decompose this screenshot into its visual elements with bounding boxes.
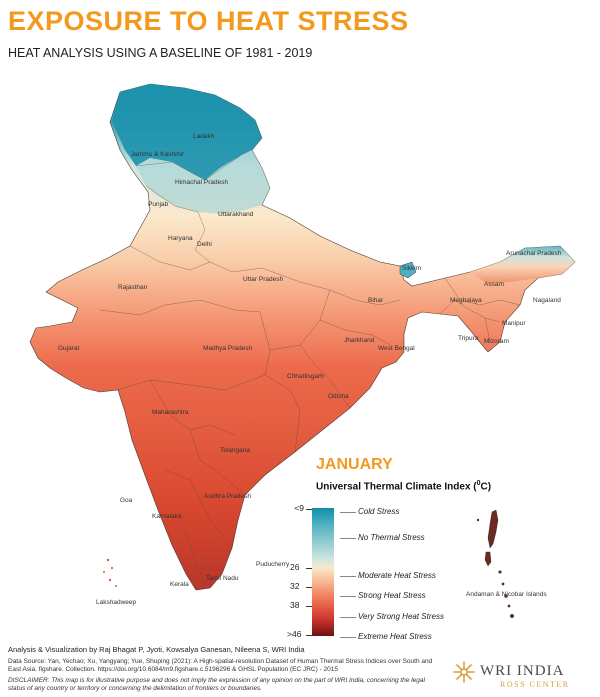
ross-center-wordmark: ROSS CENTER <box>500 680 570 689</box>
legend-tick-cold: <9 <box>294 503 304 513</box>
label-lakshadweep: Lakshadweep <box>96 599 136 606</box>
label-mizoram: Mizoram <box>484 338 509 345</box>
label-tripura: Tripura <box>458 335 479 342</box>
legend-tick-mark <box>306 606 312 607</box>
legend-category-line <box>340 576 356 577</box>
disclaimer: DISCLAIMER: This map is for illustrative… <box>8 677 425 692</box>
label-ladakh: Ladakh <box>193 133 215 140</box>
label-sikkim: Sikkim <box>402 265 421 272</box>
wri-india-wordmark: WRI INDIA <box>480 663 565 679</box>
map-subtitle: HEAT ANALYSIS USING A BASELINE OF 1981 -… <box>8 46 313 60</box>
cold-zone-northeast <box>470 246 575 284</box>
legend-very-strong-heat-stress: Very Strong Heat Stress <box>358 612 444 621</box>
label-arunachal: Arunachal Pradesh <box>506 250 562 257</box>
label-maharashtra: Maharashtra <box>152 409 189 416</box>
legend-tick-mark <box>306 509 312 510</box>
legend-tick-26: 26 <box>290 562 300 572</box>
legend-category-line <box>340 512 356 513</box>
label-madhya-pradesh: Madhya Pradesh <box>203 345 253 352</box>
month-label: JANUARY <box>316 456 393 473</box>
map-title: EXPOSURE TO HEAT STRESS <box>8 6 409 36</box>
label-nagaland: Nagaland <box>533 297 561 304</box>
legend-moderate-heat-stress: Moderate Heat Stress <box>358 571 436 580</box>
legend-tick-mark <box>306 587 312 588</box>
label-uttarakhand: Uttarakhand <box>218 211 254 218</box>
label-puducherry: Puducherry <box>256 561 290 568</box>
andaman-nicobar-islands <box>476 509 515 619</box>
credit-line: Analysis & Visualization by Raj Bhagat P… <box>8 645 305 654</box>
legend-cold-stress: Cold Stress <box>358 507 400 516</box>
label-delhi: Delhi <box>197 241 212 248</box>
india-mainland <box>29 83 576 591</box>
india-heat-map: Ladakh Jammu & Kashmir Himachal Pradesh … <box>29 83 576 619</box>
wri-logo-icon <box>453 661 475 683</box>
label-karnataka: Karnataka <box>152 513 182 520</box>
cool-zone-foothills <box>136 150 270 214</box>
label-rajasthan: Rajasthan <box>118 284 148 291</box>
label-punjab: Punjab <box>148 201 169 208</box>
label-jammu-kashmir: Jammu & Kashmir <box>131 151 185 158</box>
legend-strong-heat-stress: Strong Heat Stress <box>358 591 426 600</box>
label-andaman: Andaman & Nicobar Islands <box>466 591 547 598</box>
lakshadweep-islands <box>103 558 117 587</box>
label-manipur: Manipur <box>502 320 526 327</box>
label-haryana: Haryana <box>168 235 193 242</box>
label-andhra: Andhra Pradesh <box>204 493 251 500</box>
label-tamil-nadu: Tamil Nadu <box>206 575 239 582</box>
label-west-bengal: West Bengal <box>378 345 415 352</box>
legend-tick-32: 32 <box>290 581 300 591</box>
label-uttar-pradesh: Uttar Pradesh <box>243 276 283 283</box>
legend-tick-38: 38 <box>290 600 300 610</box>
state-boundaries <box>99 155 521 586</box>
label-jharkhand: Jharkhand <box>344 337 375 344</box>
label-kerala: Kerala <box>170 581 189 588</box>
legend-category-line <box>340 538 356 539</box>
label-gujarat: Gujarat <box>58 345 80 352</box>
legend-category-line <box>340 596 356 597</box>
legend-category-line <box>340 617 356 618</box>
legend-tick-mark <box>306 635 312 636</box>
cold-zone-north <box>112 84 262 180</box>
legend-extreme-heat-stress: Extreme Heat Stress <box>358 632 432 641</box>
legend-color-bar <box>312 508 334 636</box>
label-odisha: Odisha <box>328 393 349 400</box>
sikkim-region <box>399 261 417 279</box>
label-himachal: Himachal Pradesh <box>175 179 228 186</box>
data-source: Data Source: Yan, Yechao; Xu, Yangyang; … <box>8 658 433 673</box>
label-assam: Assam <box>484 281 504 288</box>
label-meghalaya: Meghalaya <box>450 297 482 304</box>
label-goa: Goa <box>120 497 133 504</box>
legend-tick-46: >46 <box>287 629 302 639</box>
legend-category-line <box>340 637 356 638</box>
legend-title: Universal Thermal Climate Index (0C) <box>316 480 492 493</box>
legend-tick-mark <box>306 568 312 569</box>
legend-no-thermal-stress: No Thermal Stress <box>358 533 425 542</box>
label-bihar: Bihar <box>368 297 384 304</box>
label-telangana: Telangana <box>220 447 250 454</box>
label-chhattisgarh: Chhattisgarh <box>287 373 324 380</box>
